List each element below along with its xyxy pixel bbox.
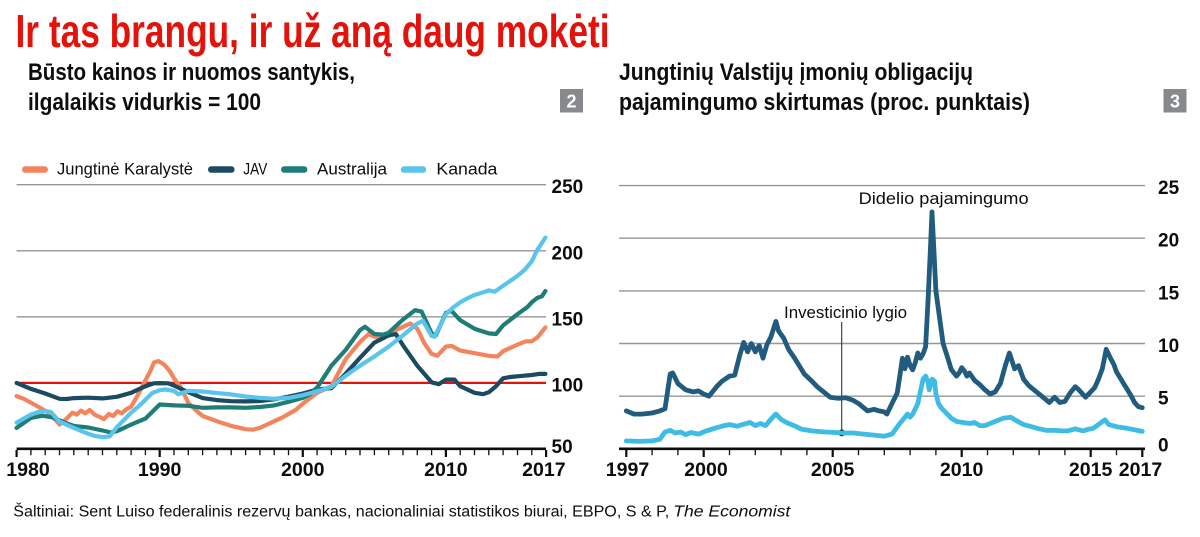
svg-text:10: 10 [1158, 336, 1179, 357]
svg-text:Šaltiniai: Sent Luiso federali: Šaltiniai: Sent Luiso federalinis rezerv… [13, 504, 669, 521]
svg-text:250: 250 [552, 177, 584, 198]
svg-text:pajamingumo skirtumas (proc. p: pajamingumo skirtumas (proc. punktais) [619, 89, 1030, 116]
svg-text:Jungtinių Valstijų įmonių obli: Jungtinių Valstijų įmonių obligacijų [619, 59, 973, 86]
svg-text:2005: 2005 [811, 460, 855, 481]
svg-text:3: 3 [1170, 92, 1180, 112]
svg-text:1990: 1990 [138, 460, 182, 481]
svg-text:25: 25 [1158, 178, 1180, 199]
svg-text:0: 0 [1158, 436, 1169, 457]
svg-text:JAV: JAV [243, 161, 267, 179]
svg-text:2000: 2000 [684, 460, 728, 481]
svg-text:Investicinio lygio: Investicinio lygio [784, 303, 907, 322]
svg-text:Australija: Australija [317, 161, 388, 179]
svg-text:2010: 2010 [424, 460, 468, 481]
svg-text:Jungtinė Karalystė: Jungtinė Karalystė [57, 161, 193, 179]
svg-text:20: 20 [1158, 231, 1179, 252]
svg-text:2000: 2000 [281, 460, 325, 481]
svg-text:1980: 1980 [6, 460, 50, 481]
svg-text:150: 150 [552, 309, 584, 330]
svg-text:1997: 1997 [606, 460, 650, 481]
svg-text:The Economist: The Economist [673, 504, 791, 521]
svg-text:Kanada: Kanada [436, 161, 498, 179]
svg-text:50: 50 [552, 437, 573, 458]
svg-text:2017: 2017 [1119, 460, 1163, 481]
svg-text:Būsto kainos ir nuomos santyki: Būsto kainos ir nuomos santykis, [28, 59, 355, 86]
svg-text:2: 2 [566, 92, 576, 112]
svg-text:ilgalaikis vidurkis = 100: ilgalaikis vidurkis = 100 [28, 89, 261, 116]
svg-text:2017: 2017 [522, 460, 566, 481]
svg-text:100: 100 [552, 375, 584, 396]
svg-text:Ir tas brangu, ir už aną daug: Ir tas brangu, ir už aną daug mokėti [16, 5, 610, 57]
svg-text:2010: 2010 [940, 460, 984, 481]
svg-text:5: 5 [1158, 389, 1169, 410]
svg-text:2015: 2015 [1069, 460, 1113, 481]
svg-text:15: 15 [1158, 283, 1180, 304]
svg-text:Didelio pajamingumo: Didelio pajamingumo [859, 189, 1029, 208]
svg-text:200: 200 [552, 243, 584, 264]
